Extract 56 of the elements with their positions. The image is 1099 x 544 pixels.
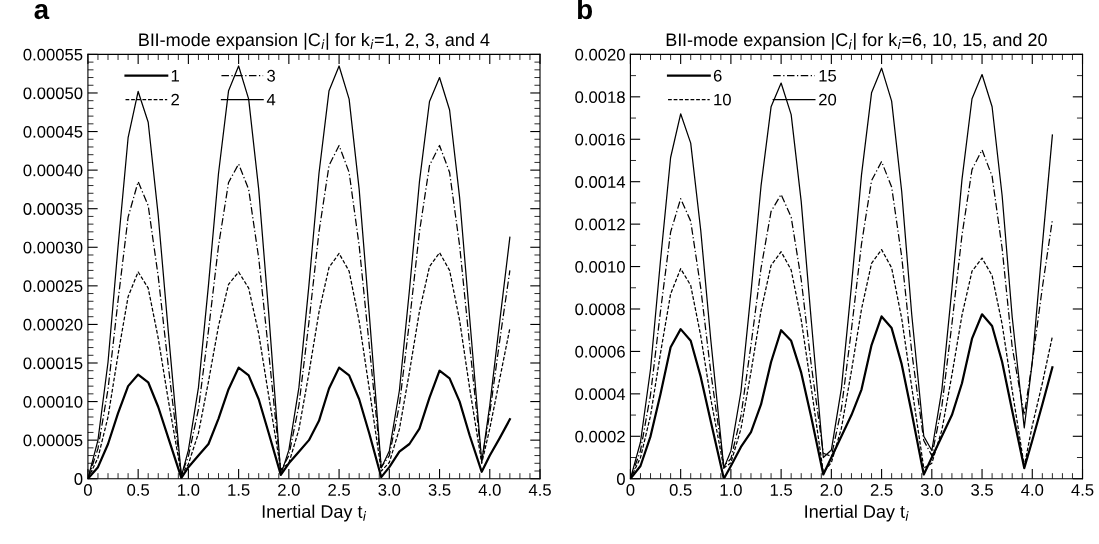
- y-tick-label: 0.00035: [23, 203, 83, 215]
- x-tick-label: 2.0: [820, 484, 843, 496]
- y-tick-label: 0.0020: [575, 48, 625, 61]
- legend-label: 15: [819, 70, 837, 82]
- x-tick-label: 2.5: [870, 484, 893, 496]
- x-tick-label: 1.0: [178, 484, 200, 496]
- x-tick-label: 4.0: [478, 484, 501, 496]
- legend-label: 3: [267, 69, 275, 82]
- x-tick-label: 4.5: [1071, 484, 1094, 496]
- y-tick-label: 0.00045: [23, 125, 83, 138]
- chart-title: BII-mode expansion |C$_{i}$| for k$_{i}$=6, 10, 15, and 20: [666, 32, 1047, 50]
- x-axis-title: Inertial Day t$_{i}$: [805, 504, 909, 522]
- y-tick-label: 0.00040: [23, 164, 83, 177]
- legend-label: 1: [171, 70, 179, 82]
- y-tick-label: 0.0002: [575, 430, 625, 443]
- y-tick-label: 0.00050: [23, 87, 83, 100]
- y-tick-label: 0.00025: [23, 280, 83, 293]
- x-tick-label: 1.0: [720, 484, 742, 496]
- y-tick-label: 0.00020: [23, 318, 83, 331]
- y-tick-label: 0.00055: [23, 48, 83, 61]
- x-tick-label: 4.5: [528, 484, 551, 496]
- y-tick-label: 0.0018: [575, 91, 625, 104]
- y-tick-label: 0.00030: [23, 241, 83, 254]
- y-tick-label: 0.0010: [575, 260, 625, 273]
- x-tick-label: 2.0: [278, 484, 300, 496]
- y-tick-label: 0.0014: [575, 176, 626, 188]
- y-tick-label: 0.0006: [575, 345, 625, 358]
- x-tick-label: 3.0: [378, 484, 401, 496]
- legend-label: 20: [819, 93, 837, 106]
- x-tick-label: 1.5: [228, 484, 250, 496]
- x-tick-label: 0.5: [669, 484, 692, 496]
- x-tick-label: 3.0: [920, 484, 943, 496]
- x-tick-label: 2.5: [328, 484, 350, 496]
- text: a: [34, 3, 50, 20]
- x-axis-title: Inertial Day t$_{i}$: [262, 504, 367, 522]
- y-tick-label: 0.0004: [575, 388, 626, 401]
- legend-label: 6: [713, 69, 722, 82]
- x-tick-label: 0: [626, 484, 635, 496]
- x-tick-label: 0.5: [127, 484, 150, 496]
- y-tick-label: 0.0012: [575, 218, 625, 231]
- x-tick-label: 3.5: [971, 484, 993, 496]
- x-tick-label: 1.5: [770, 484, 793, 496]
- x-tick-label: 4.0: [1021, 484, 1044, 496]
- legend-label: 4: [266, 93, 276, 106]
- legend-label: 2: [171, 93, 179, 106]
- y-tick-label: 0: [74, 473, 83, 485]
- chart-title: BII-mode expansion |C$_{i}$| for k$_{i}$=1, 2, 3, and 4: [139, 32, 490, 50]
- x-tick-label: 0: [83, 484, 92, 496]
- y-tick-label: 0.00015: [23, 357, 83, 370]
- y-tick-label: 0.00005: [23, 434, 83, 447]
- y-tick-label: 0.0016: [575, 133, 625, 146]
- legend-label: 10: [714, 93, 731, 106]
- y-tick-label: 0: [616, 473, 625, 485]
- x-tick-label: 3.5: [428, 484, 451, 496]
- y-tick-label: 0.0008: [575, 303, 625, 316]
- y-tick-label: 0.00010: [23, 395, 83, 408]
